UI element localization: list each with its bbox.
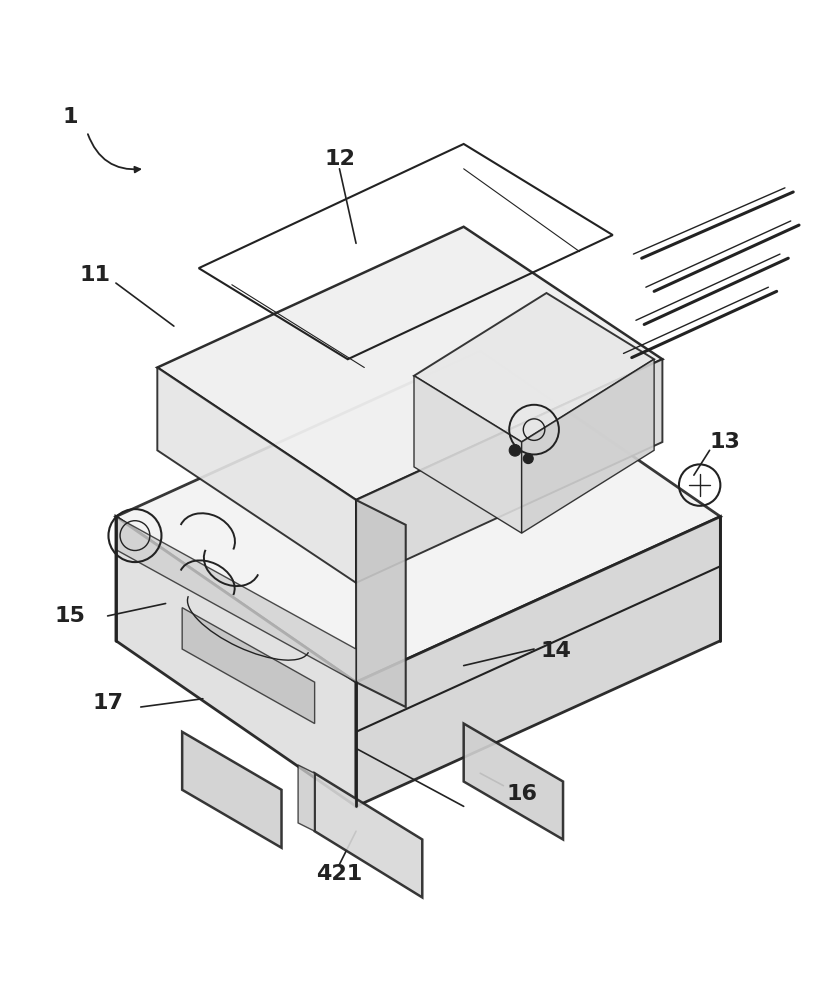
- Polygon shape: [157, 368, 356, 583]
- Polygon shape: [157, 227, 662, 500]
- Polygon shape: [116, 351, 719, 682]
- Text: 15: 15: [55, 606, 86, 626]
- Text: 11: 11: [79, 265, 111, 285]
- Text: 14: 14: [540, 641, 571, 661]
- Polygon shape: [356, 500, 405, 707]
- Polygon shape: [414, 376, 521, 533]
- Polygon shape: [414, 293, 653, 442]
- Text: 1: 1: [63, 107, 78, 127]
- Polygon shape: [116, 517, 356, 682]
- Text: 17: 17: [92, 693, 123, 713]
- Polygon shape: [182, 608, 314, 724]
- Polygon shape: [356, 517, 719, 806]
- Text: 12: 12: [323, 149, 355, 169]
- Circle shape: [523, 454, 533, 464]
- Polygon shape: [314, 773, 422, 897]
- Polygon shape: [356, 359, 662, 583]
- Polygon shape: [463, 724, 562, 839]
- Text: 421: 421: [316, 864, 362, 884]
- Polygon shape: [116, 517, 356, 806]
- Polygon shape: [182, 732, 281, 848]
- Polygon shape: [521, 359, 653, 533]
- Polygon shape: [298, 765, 314, 831]
- Text: 13: 13: [708, 432, 739, 452]
- Text: 16: 16: [505, 784, 537, 804]
- Circle shape: [509, 445, 520, 456]
